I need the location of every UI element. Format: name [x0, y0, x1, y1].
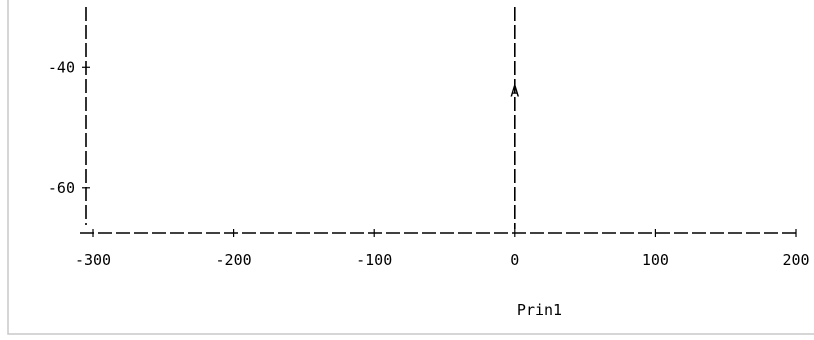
x-ticks: -300 -200 -100 0 100 200: [75, 229, 810, 269]
x-tick-label: -300: [75, 251, 111, 269]
x-tick-label: 200: [782, 251, 809, 269]
data-point-label: A: [510, 82, 519, 100]
x-tick-label: 0: [510, 251, 519, 269]
x-axis-label: Prin1: [517, 301, 562, 319]
y-ticks: -40 -60: [48, 58, 90, 197]
y-tick-label: -40: [48, 58, 75, 76]
data-points: A: [510, 82, 519, 100]
x-tick-label: 100: [642, 251, 669, 269]
plot-frame: [7, 0, 814, 335]
x-tick-label: -200: [216, 251, 252, 269]
y-tick-label: -60: [48, 179, 75, 197]
x-tick-label: -100: [356, 251, 392, 269]
